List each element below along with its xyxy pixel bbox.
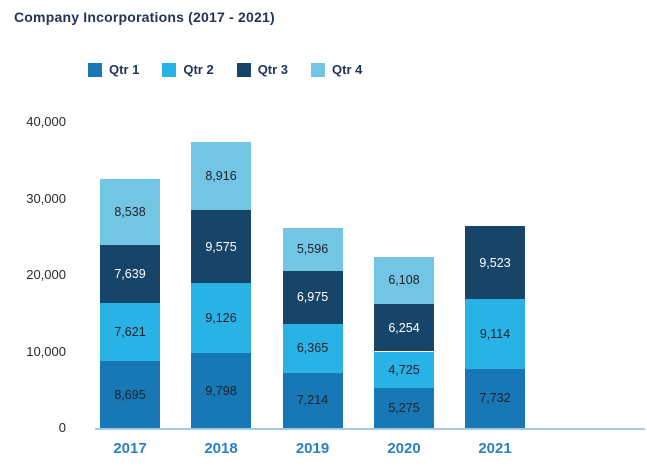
bar-segment-qtr4-2017: 8,538 (100, 179, 160, 245)
bar-segment-label: 9,126 (205, 311, 237, 326)
y-axis-tick-label: 40,000 (26, 114, 66, 129)
bar-segment-label: 5,596 (296, 242, 329, 257)
bar-segment-qtr4-2018: 8,916 (191, 141, 251, 210)
x-axis-tick-label-2017: 2017 (113, 440, 147, 457)
y-axis-tick-label: 30,000 (26, 190, 66, 206)
legend-swatch-qtr2 (162, 62, 177, 77)
bar-segment-label: 6,108 (388, 273, 420, 288)
bar-segment-qtr3-2020: 6,254 (374, 303, 434, 352)
bar-segment-qtr2-2017: 7,621 (100, 303, 160, 362)
bar-segment-qtr3-2018: 9,575 (191, 209, 251, 284)
bar-segment-qtr1-2018: 9,798 (191, 353, 251, 428)
x-axis-tick-label-2020: 2020 (387, 440, 421, 457)
bar-segment-qtr1-2017: 8,695 (100, 361, 160, 428)
bar-segment-label: 8,916 (205, 168, 237, 183)
bar-segment-label: 8,538 (114, 205, 146, 220)
x-axis-tick-label-2019: 2019 (295, 440, 330, 457)
bar-segment-qtr1-2019: 7,214 (282, 372, 343, 428)
y-axis-tick-label: 10,000 (26, 343, 66, 359)
legend-item-qtr3: Qtr 3 (236, 62, 289, 77)
bar-segment-qtr3-2017: 7,639 (100, 244, 160, 304)
bar-segment-qtr2-2018: 9,126 (191, 283, 251, 354)
legend: Qtr 1 Qtr 2 Qtr 3 Qtr 4 (88, 62, 362, 77)
legend-item-qtr4: Qtr 4 (311, 62, 362, 77)
legend-label: Qtr 2 (183, 62, 214, 77)
bar-segment-label: 7,621 (114, 325, 146, 340)
bar-segment-qtr4-2019: 5,596 (282, 227, 343, 271)
bar-segment-qtr2-2021: 9,114 (465, 299, 525, 369)
bar-segment-qtr3-2021: 9,523 (465, 226, 525, 300)
x-axis-tick-label-2021: 2021 (478, 440, 512, 457)
chart-title: Company Incorporations (2017 - 2021) (14, 9, 275, 25)
bar-segment-qtr2-2019: 6,365 (282, 324, 343, 373)
x-axis-line (95, 428, 645, 430)
bar-segment-label: 8,695 (114, 387, 146, 402)
legend-label: Qtr 3 (257, 62, 289, 77)
bar-segment-label: 5,275 (388, 400, 420, 415)
legend-item-qtr1: Qtr 1 (88, 62, 139, 77)
bar-segment-label: 9,523 (479, 255, 511, 270)
bar-segment-label: 4,725 (388, 362, 420, 377)
bar-segment-label: 6,975 (296, 290, 329, 305)
legend-label: Qtr 1 (109, 62, 140, 77)
legend-item-qtr2: Qtr 2 (162, 62, 214, 77)
legend-swatch-qtr3 (236, 62, 251, 77)
y-axis-tick-label: 0 (58, 420, 66, 435)
bar-segment-label: 9,798 (205, 383, 237, 398)
bar-segment-qtr1-2021: 7,732 (465, 368, 525, 428)
x-axis-tick-label-2018: 2018 (204, 440, 238, 457)
bar-segment-label: 6,365 (296, 341, 329, 356)
bar-segment-label: 9,575 (205, 239, 237, 254)
bar-segment-label: 9,114 (479, 326, 511, 341)
legend-swatch-qtr1 (88, 62, 102, 77)
legend-swatch-qtr4 (311, 62, 326, 77)
legend-label: Qtr 4 (332, 62, 363, 77)
bar-segment-label: 7,214 (296, 393, 329, 408)
bar-segment-label: 6,254 (388, 320, 420, 335)
bar-segment-qtr2-2020: 4,725 (374, 351, 434, 388)
y-axis-tick-label: 20,000 (26, 267, 66, 282)
bar-segment-qtr1-2020: 5,275 (374, 387, 434, 428)
bar-segment-label: 7,639 (114, 266, 146, 281)
bar-segment-label: 7,732 (479, 391, 511, 406)
bar-segment-qtr4-2020: 6,108 (374, 256, 434, 304)
bar-segment-qtr3-2019: 6,975 (282, 270, 343, 325)
